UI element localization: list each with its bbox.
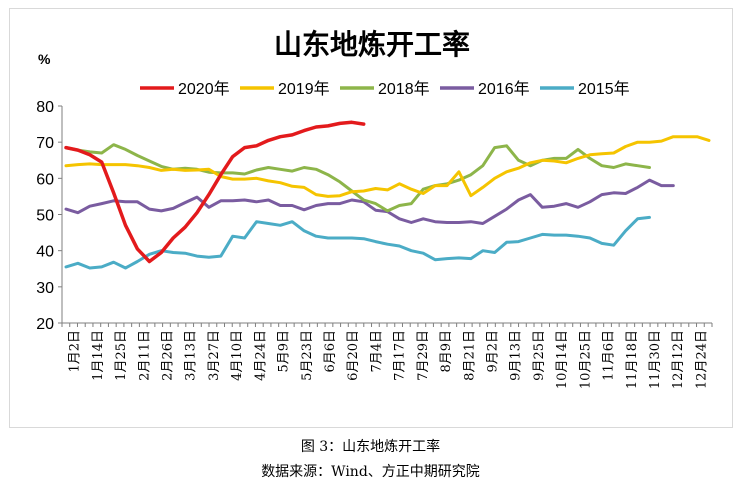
y-tick-label: 50: [36, 208, 54, 225]
legend-label: 2015年: [578, 80, 630, 98]
series-line-2018年: [64, 143, 651, 213]
legend-label: 2018年: [378, 80, 430, 98]
x-tick-label: 9月2日: [485, 330, 500, 373]
series-line-2020年: [64, 120, 366, 264]
legend: 2020年 2019年 2018年 2016年 2015年: [140, 80, 630, 98]
x-tick-label: 11月6日: [602, 330, 617, 381]
line-chart: 山东地炼开工率 % 2020年 2019年 2018年 2016年 2015年 20 30…: [36, 28, 713, 389]
x-tick-label: 1月25日: [114, 330, 129, 381]
x-tick-label: 7月4日: [369, 330, 384, 373]
legend-label: 2019年: [278, 80, 330, 98]
x-tick-label: 2月26日: [160, 330, 175, 381]
x-tick-label: 6月20日: [346, 330, 361, 381]
x-tick-label: 7月29日: [416, 330, 431, 381]
source-caption: 数据来源：Wind、方正中期研究院: [261, 464, 480, 480]
x-tick-label: 12月12日: [671, 330, 686, 389]
y-tick-label: 80: [36, 99, 54, 116]
x-tick-label: 5月23日: [300, 330, 315, 381]
chart-title: 山东地炼开工率: [274, 28, 470, 61]
x-tick-label: 8月9日: [439, 330, 454, 373]
series-group: [64, 120, 711, 270]
x-tick-label: 3月13日: [184, 330, 199, 381]
x-tick-label: 4月24日: [253, 330, 268, 381]
x-tick-label: 2月11日: [137, 330, 152, 381]
x-tick-label: 4月10日: [230, 330, 245, 381]
x-tick-label: 10月25日: [578, 330, 593, 389]
y-axis-unit: %: [38, 51, 51, 67]
legend-label: 2016年: [478, 80, 530, 98]
series-line-2016年: [64, 178, 675, 225]
x-tick-label: 6月6日: [323, 330, 338, 373]
x-tick-label: 7月17日: [393, 330, 408, 381]
x-tick-label: 9月13日: [509, 330, 524, 381]
y-tick-label: 70: [36, 135, 54, 152]
x-tick-label: 1月14日: [91, 330, 106, 381]
x-tick-label: 5月9日: [277, 330, 292, 373]
x-tick-label: 11月18日: [625, 330, 640, 389]
x-tick-label: 12月24日: [694, 330, 709, 389]
axes: 20 30 40 50 60 70 80 1月2日 1月14日 1月25日 2月11日 2月26日 3月…: [36, 99, 713, 389]
y-tick-label: 40: [36, 244, 54, 261]
x-tick-label: 3月27日: [207, 330, 222, 381]
series-line-2019年: [64, 135, 711, 198]
x-tick-label: 10月14日: [555, 330, 570, 389]
x-tick-label: 11月30日: [648, 330, 663, 389]
y-tick-label: 30: [36, 280, 54, 297]
figure-caption: 图 3：山东地炼开工率: [300, 439, 441, 455]
y-tick-label: 20: [36, 316, 54, 333]
x-tick-label: 9月25日: [532, 330, 547, 381]
y-tick-label: 60: [36, 171, 54, 188]
x-tick-label: 1月2日: [68, 330, 83, 373]
chart-frame: [9, 8, 733, 428]
legend-label: 2020年: [178, 80, 230, 98]
x-tick-label: 8月21日: [462, 330, 477, 381]
